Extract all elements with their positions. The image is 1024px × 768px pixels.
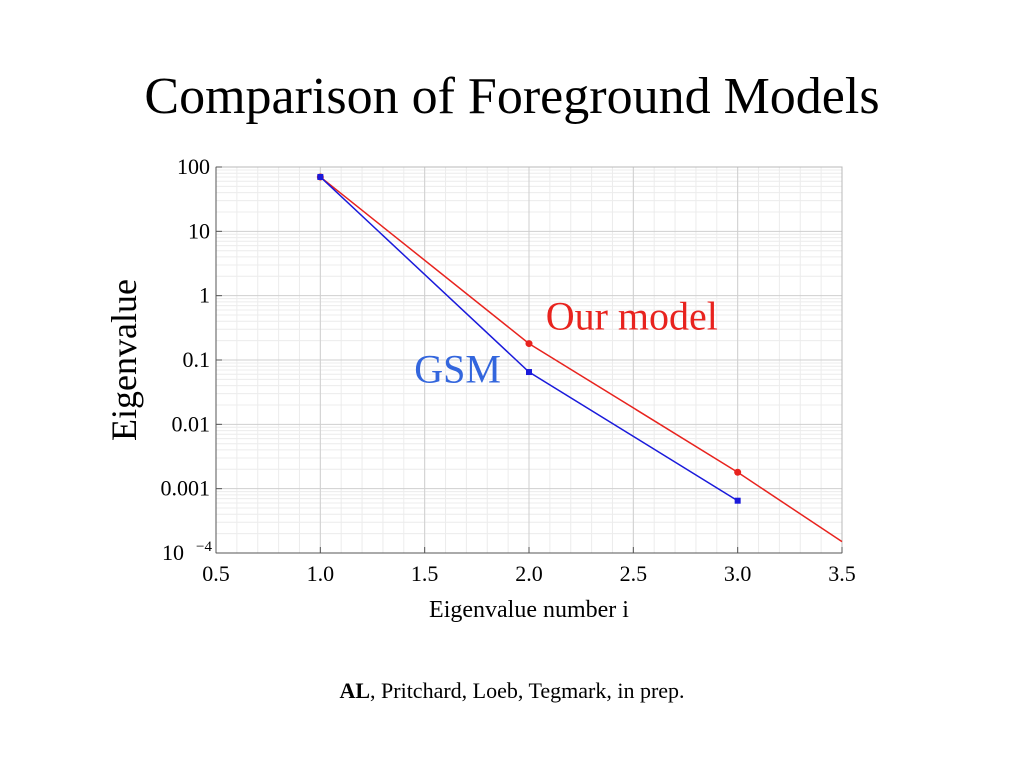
data-point-gsm	[317, 173, 324, 180]
x-tick-label: 0.5	[202, 561, 230, 586]
x-tick-label: 3.5	[828, 561, 856, 586]
eigenvalue-chart: 0.5 1.0 1.5 2.0 2.5 3.0 3.5 100 10 1 0.1 0.01 0.001 1…	[104, 154, 856, 623]
x-tick-label: 2.5	[620, 561, 648, 586]
y-tick-label: 10	[162, 540, 184, 565]
y-tick-label: 0.01	[172, 411, 211, 436]
annotation-gsm: GSM	[414, 346, 501, 391]
data-point-our-model	[734, 468, 742, 476]
chart-ticks: 0.5 1.0 1.5 2.0 2.5 3.0 3.5 100 10 1 0.1 0.01 0.001 1…	[161, 154, 856, 586]
data-point-gsm	[526, 369, 532, 376]
annotation-our-model: Our model	[546, 293, 718, 338]
data-point-gsm	[734, 497, 741, 504]
x-tick-label: 2.0	[515, 561, 543, 586]
data-point-our-model	[525, 340, 533, 348]
y-tick-label: 0.001	[161, 476, 211, 501]
citation: AL, Pritchard, Loeb, Tegmark, in prep.	[0, 676, 1024, 706]
series-line-extension-our-model	[737, 471, 843, 543]
citation-rest: , Pritchard, Loeb, Tegmark, in prep.	[370, 678, 685, 703]
y-tick-label-exponent: −4	[196, 539, 212, 555]
x-axis-label: Eigenvalue number i	[429, 597, 629, 623]
x-tick-label: 1.5	[411, 561, 439, 586]
y-tick-label: 10	[188, 218, 210, 243]
y-axis-label: Eigenvalue	[104, 279, 144, 441]
chart-grid	[215, 166, 843, 554]
slide-title: Comparison of Foreground Models	[144, 68, 880, 125]
y-tick-label: 100	[177, 154, 210, 179]
x-tick-label: 1.0	[307, 561, 335, 586]
y-tick-label: 0.1	[183, 347, 211, 372]
citation-author-bold: AL	[339, 678, 371, 703]
chart-series	[316, 173, 843, 543]
y-tick-label: 1	[199, 283, 210, 308]
chart-labels: Our model GSM Eigenvalue number i Eigenvalu…	[104, 279, 718, 623]
x-tick-label: 3.0	[724, 561, 752, 586]
